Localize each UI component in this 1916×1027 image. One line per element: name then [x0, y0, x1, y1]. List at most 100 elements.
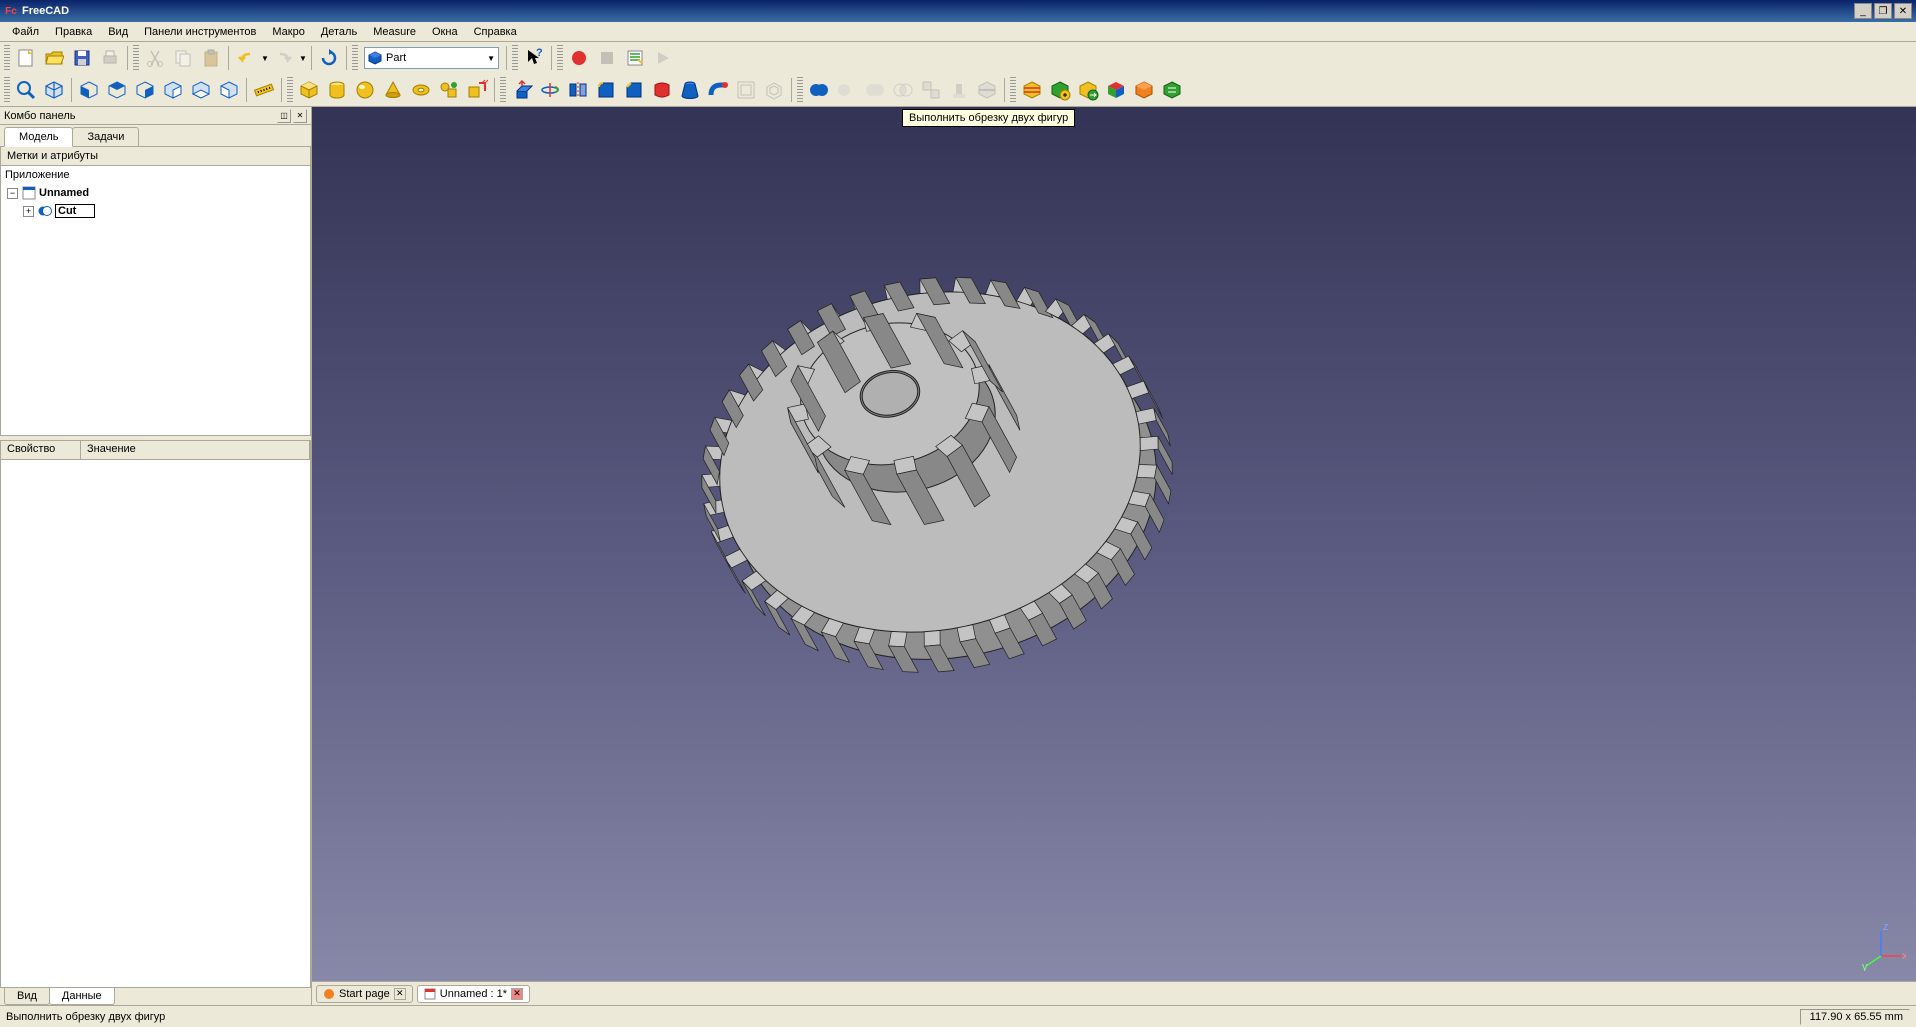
measure-distance-button[interactable]: [250, 76, 278, 104]
titlebar: Fc FreeCAD _ ❐ ✕: [0, 0, 1916, 22]
menu-view[interactable]: Вид: [100, 24, 136, 40]
box-button[interactable]: [295, 76, 323, 104]
fit-all-button[interactable]: [12, 76, 40, 104]
tree-item-label[interactable]: Cut: [55, 204, 95, 218]
compound-button: [917, 76, 945, 104]
labels-attributes-header[interactable]: Метки и атрибуты: [0, 146, 311, 166]
menu-macro[interactable]: Макро: [264, 24, 312, 40]
toolbar-grip[interactable]: [352, 45, 358, 71]
export-button[interactable]: [1074, 76, 1102, 104]
loft-button[interactable]: [676, 76, 704, 104]
toolbar-grip[interactable]: [500, 77, 506, 103]
tree-expand-icon[interactable]: +: [23, 206, 34, 217]
tab-model[interactable]: Модель: [4, 127, 73, 147]
toolbar-grip[interactable]: [797, 77, 803, 103]
macro-list-button[interactable]: [621, 44, 649, 72]
tree-root[interactable]: Приложение: [1, 166, 310, 184]
tree-view[interactable]: Приложение − Unnamed + Cut: [0, 166, 311, 436]
prop-col-property[interactable]: Свойство: [1, 441, 81, 459]
toolbar-grip[interactable]: [133, 45, 139, 71]
import-button[interactable]: [1046, 76, 1074, 104]
menu-part[interactable]: Деталь: [313, 24, 365, 40]
combo-panel-title: Комбо панель ◫ ✕: [0, 107, 311, 125]
bottom-view-button[interactable]: [187, 76, 215, 104]
tab-tasks[interactable]: Задачи: [72, 127, 139, 146]
macro-record-button[interactable]: [565, 44, 593, 72]
color-per-face-button[interactable]: [1102, 76, 1130, 104]
panel-close-button[interactable]: ✕: [293, 109, 307, 123]
tree-root-label: Приложение: [5, 169, 70, 181]
rear-view-button[interactable]: [159, 76, 187, 104]
chamfer-button[interactable]: [620, 76, 648, 104]
3d-viewport[interactable]: Выполнить обрезку двух фигур: [312, 107, 1916, 981]
tree-document[interactable]: − Unnamed: [1, 184, 310, 202]
panel-float-button[interactable]: ◫: [277, 109, 291, 123]
save-button[interactable]: [68, 44, 96, 72]
combo-panel: Комбо панель ◫ ✕ Модель Задачи Метки и а…: [0, 107, 312, 1005]
whats-this-button[interactable]: ?: [520, 44, 548, 72]
start-page-icon: [323, 988, 335, 1000]
undo-dropdown[interactable]: ▼: [260, 44, 270, 72]
macro-stop-button: [593, 44, 621, 72]
ruled-surface-button[interactable]: [648, 76, 676, 104]
cylinder-button[interactable]: [323, 76, 351, 104]
doc-tab-start[interactable]: Start page ✕: [316, 985, 413, 1003]
menu-measure[interactable]: Measure: [365, 24, 424, 40]
prop-col-value[interactable]: Значение: [81, 441, 310, 459]
property-body: [0, 460, 311, 988]
redo-dropdown[interactable]: ▼: [298, 44, 308, 72]
doc-tab-unnamed[interactable]: Unnamed : 1* ✕: [417, 985, 530, 1003]
menu-toolbars[interactable]: Панели инструментов: [136, 24, 264, 40]
refine-shape-button[interactable]: [1158, 76, 1186, 104]
close-tab-button[interactable]: ✕: [511, 988, 523, 1000]
left-view-button[interactable]: [215, 76, 243, 104]
sphere-button[interactable]: [351, 76, 379, 104]
close-button[interactable]: ✕: [1894, 3, 1912, 19]
toolbar-grip[interactable]: [287, 77, 293, 103]
open-button[interactable]: [40, 44, 68, 72]
gear-model: [312, 107, 1912, 867]
new-button[interactable]: [12, 44, 40, 72]
menu-edit[interactable]: Правка: [47, 24, 100, 40]
toolbar-grip[interactable]: [557, 45, 563, 71]
revolve-button[interactable]: [536, 76, 564, 104]
top-view-button[interactable]: [103, 76, 131, 104]
toolbars: ▼ ▼ Part ▼ ?: [0, 42, 1916, 107]
axonometric-view-button[interactable]: [40, 76, 68, 104]
boolean-button[interactable]: [805, 76, 833, 104]
tree-collapse-icon[interactable]: −: [7, 188, 18, 199]
cut-operation-icon: [38, 204, 52, 218]
extrude-button[interactable]: [508, 76, 536, 104]
convert-to-solid-button[interactable]: [1130, 76, 1158, 104]
right-view-button[interactable]: [131, 76, 159, 104]
extrude-region-button: [945, 76, 973, 104]
maximize-button[interactable]: ❐: [1874, 3, 1892, 19]
sweep-button[interactable]: [704, 76, 732, 104]
torus-button[interactable]: [407, 76, 435, 104]
workbench-selector[interactable]: Part ▼: [364, 47, 499, 69]
statusbar-coords: 117.90 x 65.55 mm: [1800, 1009, 1910, 1025]
refresh-button[interactable]: [315, 44, 343, 72]
toolbar-grip[interactable]: [1010, 77, 1016, 103]
mirror-button[interactable]: [564, 76, 592, 104]
prop-tab-data[interactable]: Данные: [49, 988, 115, 1005]
primitives-button[interactable]: [435, 76, 463, 104]
menu-windows[interactable]: Окна: [424, 24, 466, 40]
minimize-button[interactable]: _: [1854, 3, 1872, 19]
shape-builder-button[interactable]: [463, 76, 491, 104]
prop-tab-view[interactable]: Вид: [4, 988, 50, 1005]
menu-file[interactable]: Файл: [4, 24, 47, 40]
toolbar-grip[interactable]: [512, 45, 518, 71]
cone-button[interactable]: [379, 76, 407, 104]
svg-text:x: x: [1902, 950, 1906, 962]
toolbar-grip[interactable]: [4, 45, 10, 71]
toolbar-grip[interactable]: [4, 77, 10, 103]
close-tab-button[interactable]: ✕: [394, 988, 406, 1000]
front-view-button[interactable]: [75, 76, 103, 104]
tree-item-cut[interactable]: + Cut: [1, 202, 310, 220]
cross-sections-button[interactable]: [1018, 76, 1046, 104]
undo-button[interactable]: [232, 44, 260, 72]
fillet-button[interactable]: [592, 76, 620, 104]
document-tabs: Start page ✕ Unnamed : 1* ✕: [312, 981, 1916, 1005]
menu-help[interactable]: Справка: [466, 24, 525, 40]
